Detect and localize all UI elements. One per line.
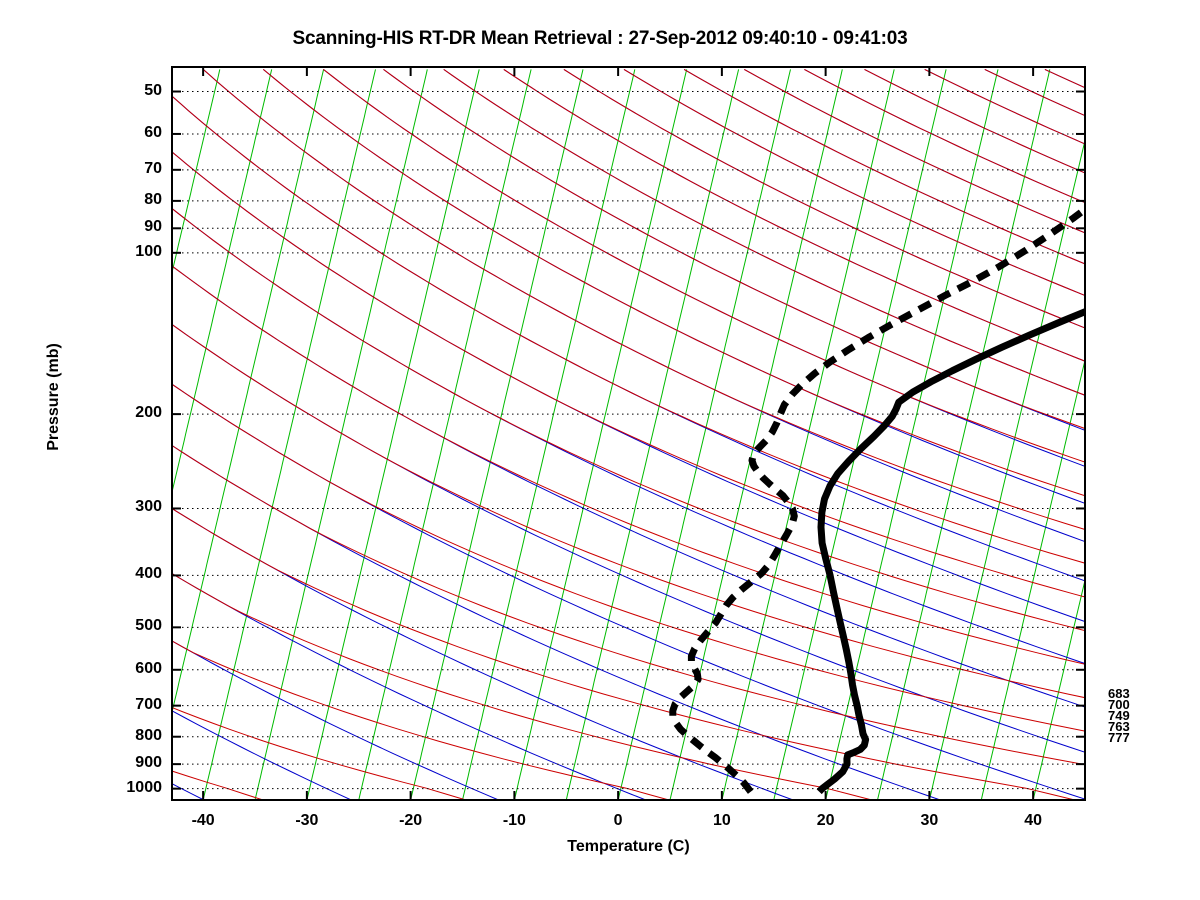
y-tick-label: 100 [135, 242, 162, 260]
x-tick-label: -20 [399, 812, 423, 829]
x-axis-label: Temperature (C) [567, 838, 690, 855]
page-title: Scanning-HIS RT-DR Mean Retrieval : 27-S… [292, 28, 908, 49]
y-tick-label: 600 [135, 659, 162, 677]
y-tick-label: 900 [135, 754, 162, 772]
profile-dewpoint [669, 205, 1085, 794]
right-axis-annotation: 749 [1108, 708, 1130, 723]
x-tick-label: 40 [1024, 812, 1043, 829]
y-tick-label: 400 [135, 565, 162, 583]
y-tick-label: 80 [144, 190, 162, 208]
mixing-ratio-lines [172, 69, 1085, 800]
x-tick-label: 20 [816, 812, 835, 829]
x-tick-label: -30 [295, 812, 319, 829]
pressure-gridlines [172, 91, 1085, 790]
y-tick-label: 500 [135, 617, 162, 635]
y-tick-label: 700 [135, 695, 162, 713]
y-tick-label: 800 [135, 726, 162, 744]
x-tick-label: 0 [613, 812, 623, 829]
y-tick-label: 60 [144, 123, 162, 141]
moist-adiabat-lines [172, 68, 1085, 800]
x-tick-label: 10 [712, 812, 731, 829]
y-tick-label: 70 [144, 159, 162, 177]
y-tick-label: 50 [144, 81, 162, 99]
right-axis-annotation: 777 [1108, 730, 1130, 745]
right-axis-annotation: 763 [1108, 719, 1130, 734]
background-line-family [172, 68, 1085, 800]
y-tick-label: 1000 [126, 778, 162, 796]
profile-temperature [816, 307, 1085, 795]
x-tick-label: -10 [502, 812, 526, 829]
x-tick-label: 30 [920, 812, 939, 829]
right-axis-annotation: 683 [1108, 686, 1130, 701]
y-tick-label: 90 [144, 218, 162, 236]
sounding-profiles [669, 205, 1085, 795]
y-tick-label: 200 [135, 404, 162, 422]
y-tick-label: 300 [135, 498, 162, 516]
right-axis-annotation: 700 [1108, 697, 1130, 712]
x-tick-label: -40 [191, 812, 215, 829]
axes-frame [171, 66, 1086, 801]
